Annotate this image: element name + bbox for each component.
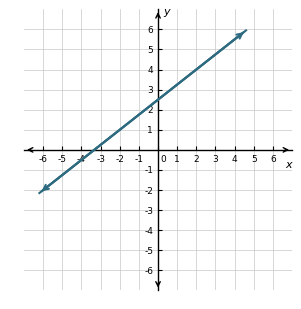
Text: x: x <box>285 160 291 170</box>
Text: 0: 0 <box>160 155 166 164</box>
Text: y: y <box>164 7 170 17</box>
